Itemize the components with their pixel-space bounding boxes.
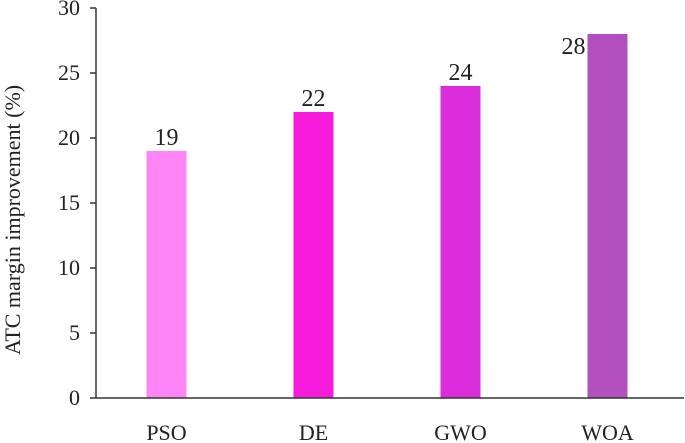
y-tick-label: 20 [58, 125, 80, 150]
x-axis-tick-labels: PSO DE GWO WOA [146, 420, 634, 443]
value-label-woa: 28 [562, 34, 586, 60]
bar-woa [587, 34, 628, 398]
value-label-gwo: 24 [449, 60, 473, 86]
y-tick-label: 25 [58, 60, 80, 85]
bars [146, 34, 628, 398]
bar-de [293, 112, 334, 398]
y-axis-ticks: 0 5 10 15 20 25 30 [58, 0, 96, 410]
x-tick-label-de: DE [299, 420, 328, 443]
x-tick-label-gwo: GWO [434, 420, 487, 443]
y-tick-label: 30 [58, 0, 80, 20]
bar-pso [146, 151, 187, 398]
value-label-pso: 19 [155, 125, 179, 151]
x-tick-label-woa: WOA [581, 420, 634, 443]
y-tick-label: 10 [58, 255, 80, 280]
x-tick-label-pso: PSO [146, 420, 186, 443]
y-tick-label: 0 [69, 385, 80, 410]
y-axis-label: ATC margin improvement (%) [0, 85, 25, 355]
value-label-de: 22 [302, 86, 326, 112]
bar-gwo [440, 86, 481, 398]
y-tick-label: 5 [69, 320, 80, 345]
y-tick-label: 15 [58, 190, 80, 215]
value-labels: 19 22 24 28 [155, 34, 586, 151]
